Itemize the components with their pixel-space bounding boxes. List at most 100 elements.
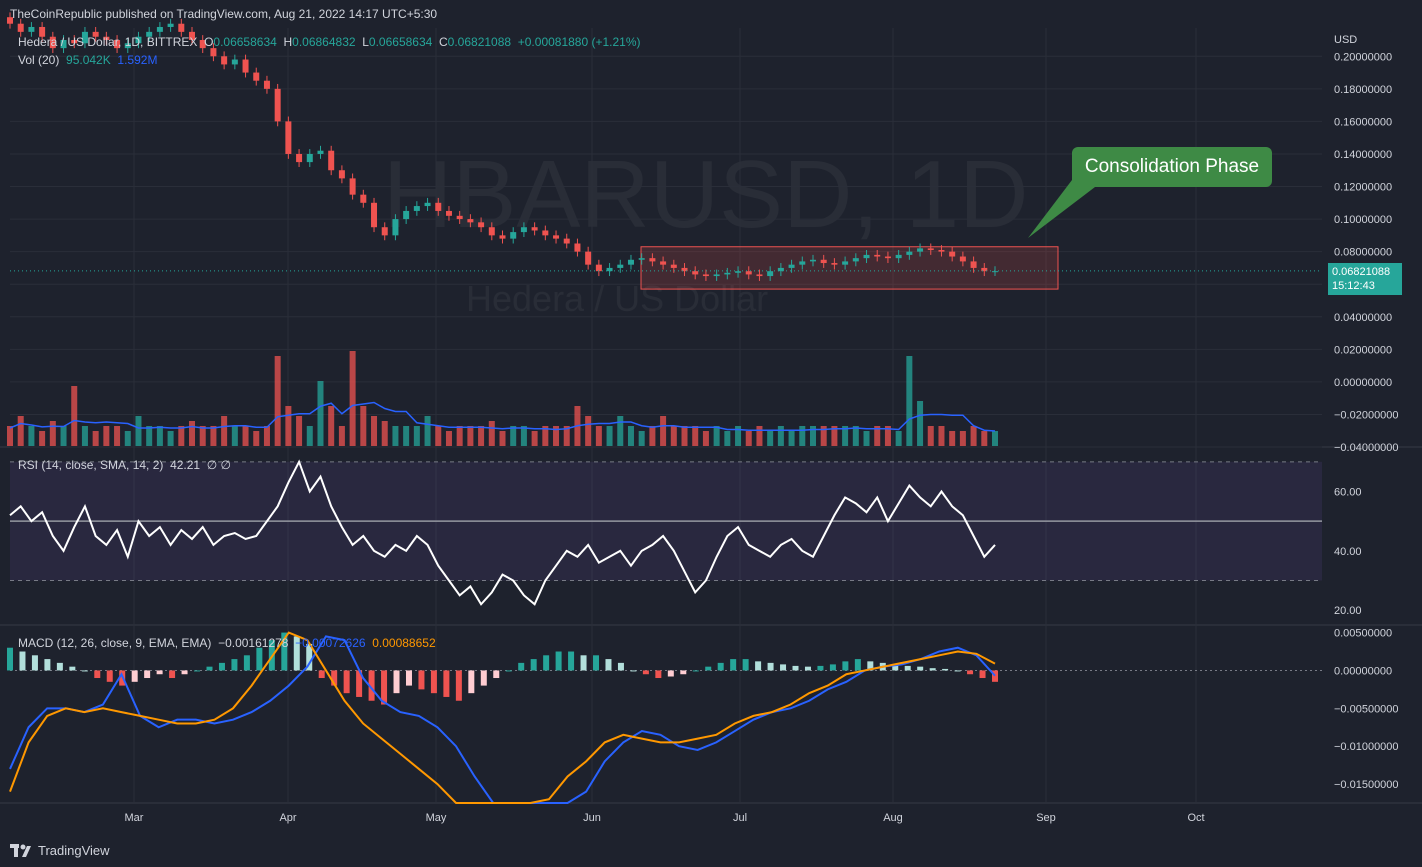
candle-body: [595, 264, 602, 272]
low-label: L: [362, 35, 369, 49]
candle-body: [842, 261, 849, 265]
candle-body: [799, 261, 806, 265]
macd-histogram-bar: [218, 662, 225, 671]
macd-histogram-bar: [256, 647, 263, 671]
tradingview-brand: TradingView: [38, 843, 110, 858]
volume-bar: [7, 426, 13, 446]
candle-body: [467, 219, 474, 223]
volume-bar: [510, 426, 517, 446]
candle-body: [767, 271, 774, 277]
volume-bar: [831, 426, 838, 446]
volume-bar: [520, 426, 527, 446]
macd-histogram-bar: [667, 670, 674, 677]
candle-body: [435, 202, 442, 211]
rsi-tick-label: 20.00: [1334, 605, 1362, 617]
rsi-legend: RSI (14, close, SMA, 14, 2) 42.21 ∅ ∅: [18, 458, 231, 472]
volume-bar: [371, 416, 378, 446]
macd-histogram-bar: [331, 670, 338, 686]
volume-label[interactable]: Vol (20): [18, 53, 60, 67]
volume-bar: [199, 426, 206, 446]
candle-body: [660, 261, 667, 265]
macd-histogram-bar: [518, 662, 525, 671]
macd-label[interactable]: MACD (12, 26, close, 9, EMA, EMA): [18, 636, 212, 650]
candle-body: [92, 31, 99, 37]
candle-body: [413, 206, 420, 211]
price-tick-label: 0.02000000: [1334, 344, 1392, 356]
volume-bar: [413, 426, 420, 446]
candle-body: [456, 215, 463, 220]
candle-body: [713, 274, 720, 277]
candle-body: [681, 267, 688, 272]
volume-bar: [809, 426, 816, 446]
candle-body: [114, 40, 121, 49]
price-tick-label: 0.08000000: [1334, 247, 1392, 259]
volume-ma-line: [9, 401, 996, 432]
macd-tick-label: 0.00500000: [1334, 628, 1392, 640]
tradingview-icon: [10, 843, 31, 857]
macd-histogram-bar: [954, 670, 961, 672]
macd-histogram-bar: [144, 670, 151, 679]
volume-bar: [906, 356, 913, 446]
macd-histogram-bar: [468, 670, 475, 694]
macd-histogram-bar: [568, 651, 575, 671]
macd-histogram-bar: [368, 670, 375, 701]
volume-bar: [178, 426, 185, 446]
candle-body: [809, 259, 816, 262]
volume-bar: [917, 401, 924, 446]
volume-bar: [71, 386, 78, 446]
volume-bar: [649, 426, 656, 446]
volume-bar: [488, 421, 495, 446]
candle-body: [39, 26, 46, 37]
candle-body: [981, 267, 988, 272]
volume-value: 95.042K: [66, 53, 111, 67]
volume-bar: [306, 426, 313, 446]
macd-histogram-bar: [31, 655, 38, 671]
candle-body: [906, 251, 913, 255]
candle-body: [563, 238, 570, 244]
candle-body: [167, 23, 174, 27]
candle-body: [156, 26, 163, 32]
volume-bar: [852, 426, 859, 446]
candle-body: [317, 150, 324, 154]
open-label: O: [204, 35, 214, 49]
macd-histogram-bar: [917, 666, 924, 671]
symbol-title[interactable]: Hedera / US Dollar, 1D, BITTREX: [18, 35, 198, 49]
rsi-label[interactable]: RSI (14, close, SMA, 14, 2): [18, 458, 164, 472]
volume-bar: [884, 426, 891, 446]
candle-body: [638, 258, 645, 260]
price-axis-bg: [1322, 28, 1422, 838]
candle-body: [146, 31, 153, 37]
volume-bar: [542, 426, 549, 446]
tradingview-logo[interactable]: TradingView: [10, 843, 110, 858]
candle-body: [381, 227, 388, 236]
candle-body: [959, 256, 966, 262]
candle-body: [60, 40, 67, 49]
macd-signal-value: 0.00088652: [372, 636, 436, 650]
volume-bar: [606, 426, 613, 446]
close-value: 0.06821088: [447, 35, 512, 49]
volume-bar: [49, 421, 56, 446]
time-tick-label: Oct: [1187, 812, 1204, 824]
candle-body: [296, 153, 303, 163]
volume-bar: [777, 426, 784, 446]
macd-histogram-bar: [94, 670, 101, 679]
candle-body: [371, 202, 378, 228]
candle-body: [199, 40, 206, 49]
price-tick-label: 0.00000000: [1334, 377, 1392, 389]
candle-body: [478, 222, 485, 228]
volume-bar: [156, 426, 163, 446]
volume-bar: [499, 431, 506, 446]
volume-bar: [338, 426, 345, 446]
candle-body: [585, 251, 592, 265]
candle-body: [917, 248, 924, 252]
macd-histogram-bar: [156, 670, 163, 675]
volume-bar: [702, 431, 709, 446]
candle-body: [606, 267, 613, 272]
volume-bar: [959, 431, 966, 446]
candle-body: [81, 31, 88, 44]
volume-bar: [360, 406, 367, 446]
volume-bar: [874, 426, 881, 446]
macd-histogram-bar: [730, 659, 737, 671]
macd-histogram-bar: [343, 670, 350, 694]
